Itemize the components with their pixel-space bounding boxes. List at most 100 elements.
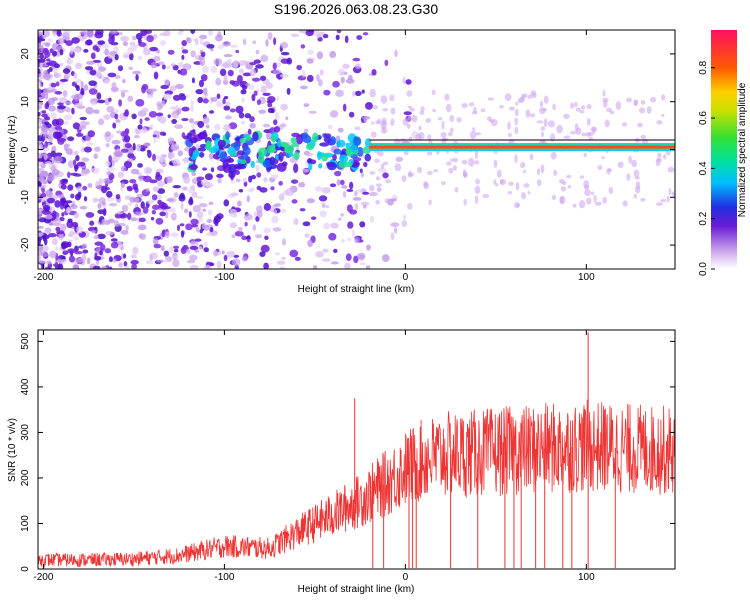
spectrogram-blob [41, 110, 47, 114]
spectrogram-blob [208, 201, 214, 206]
spectrogram-blob [124, 265, 130, 269]
spectrogram-blob [44, 227, 52, 234]
spectrogram-blob [108, 36, 113, 45]
spectrogram-blob [359, 262, 366, 266]
spectrogram-blob [135, 99, 145, 107]
spectrogram-blob [132, 35, 137, 41]
spectrogram-blob [191, 123, 195, 129]
spectrogram-blob [221, 63, 231, 68]
spectrogram-blob [319, 69, 324, 76]
spectrogram-blob [213, 249, 218, 257]
spectrogram-blob [69, 46, 74, 55]
spectrogram-blob [234, 169, 240, 176]
spectrogram-blob [179, 68, 188, 76]
spectrogram-blob [260, 54, 269, 63]
spectrogram-blob [170, 232, 179, 238]
spectrogram-blob [159, 32, 167, 36]
spectrogram-blob [101, 201, 106, 206]
spectrogram-blob [606, 107, 613, 113]
spectrogram-blob [103, 114, 111, 120]
spectrogram-blob [123, 134, 131, 143]
spectrogram-blob [474, 153, 478, 159]
colorbar-ticks: 0.0 0.2 0.4 0.6 0.8 [698, 60, 715, 276]
spectrogram-blob [302, 221, 311, 227]
spectrogram-cluster-blob [198, 151, 205, 158]
spectrogram-blob [340, 76, 345, 84]
spectrogram-blob [155, 174, 163, 181]
spectrogram-cluster-blob [271, 133, 276, 143]
spectrogram-blob [238, 60, 248, 66]
spectrogram-cluster-blob [189, 136, 198, 144]
spectrogram-blob [514, 117, 519, 126]
spectrogram-blob [43, 72, 51, 81]
spectrogram-blob [115, 194, 121, 200]
spectrogram-blob [597, 165, 603, 170]
spectrogram-blob [230, 44, 238, 48]
spectrogram-blob [176, 224, 181, 232]
spectrogram-blob [99, 250, 103, 256]
spectrogram-blob [514, 154, 518, 164]
spectrogram-blob [76, 225, 84, 234]
spectrogram-blob [116, 130, 123, 134]
spectrogram-blob [238, 189, 244, 193]
spectrogram-blob [346, 188, 354, 192]
spectrogram-blob [79, 116, 87, 121]
spectrogram-blob [494, 183, 499, 187]
spectrogram-blob [233, 60, 239, 67]
spectrogram-blob [107, 53, 114, 59]
spectrogram-blob [290, 33, 300, 37]
spectrogram-blob [473, 106, 477, 114]
spectrogram-blob [523, 183, 530, 188]
spectrogram-blob [256, 99, 262, 106]
spectrogram-blob [342, 63, 350, 69]
spectrogram-blob [77, 191, 82, 199]
spectrogram-blob [68, 255, 75, 263]
spectrogram-blob [71, 47, 81, 53]
spectrogram-blob [79, 205, 88, 210]
spectrogram-blob [360, 201, 370, 206]
snr-panel: -200 -100 0 100 0 100 200 300 400 500 Height of … [7, 329, 676, 595]
spectrogram-blob [225, 101, 231, 107]
colorbar-label: Normalized spectral amplitude [737, 82, 748, 217]
spectrogram-blob [468, 157, 475, 167]
spectrogram-blob [133, 135, 140, 139]
spectrogram-blob [74, 150, 79, 156]
snr-frame [37, 329, 676, 570]
spectrogram-blob [376, 186, 382, 193]
spectrogram-blob [640, 197, 646, 202]
spectrogram-blob [185, 223, 193, 231]
spectrogram-blob [452, 157, 459, 163]
spectrogram-blob [321, 187, 331, 194]
spectrogram-blob [265, 82, 274, 90]
spectrogram-blob [166, 198, 175, 202]
spectrogram-blob [49, 48, 54, 53]
spectrogram-blob [67, 218, 73, 223]
spectrogram-blob [106, 171, 112, 176]
spectrogram-blob [302, 168, 310, 173]
spectrogram-blob [159, 131, 166, 136]
spectrogram-blob [59, 216, 65, 222]
spectrogram-blob [101, 219, 106, 226]
spectrogram-blob [595, 201, 602, 206]
spectrogram-blob [139, 118, 143, 125]
spectrogram-blob [584, 189, 591, 197]
spectrogram-blob [54, 261, 59, 269]
spectrogram-blob [507, 132, 512, 138]
spectrogram-blob [340, 212, 344, 217]
spectrogram-blob [521, 191, 527, 200]
spectrogram-cluster-blob [191, 146, 196, 151]
spectrogram-cluster-blob [222, 163, 232, 173]
spectrogram-blob [132, 183, 138, 191]
spectrogram-blob [85, 211, 95, 218]
snr-plot-area [38, 332, 675, 569]
spectrogram-blob [128, 66, 134, 71]
spectrogram-blob [137, 124, 143, 130]
spectrogram-blob [472, 127, 476, 132]
spectrogram-blob [58, 97, 68, 104]
spectrogram-blob [38, 250, 43, 256]
spectrogram-blob [516, 203, 521, 208]
spectrogram-blob [186, 37, 190, 42]
spectrogram-blob [135, 204, 139, 208]
spectrogram-blob [406, 123, 411, 129]
spectrogram-blob [407, 172, 415, 177]
